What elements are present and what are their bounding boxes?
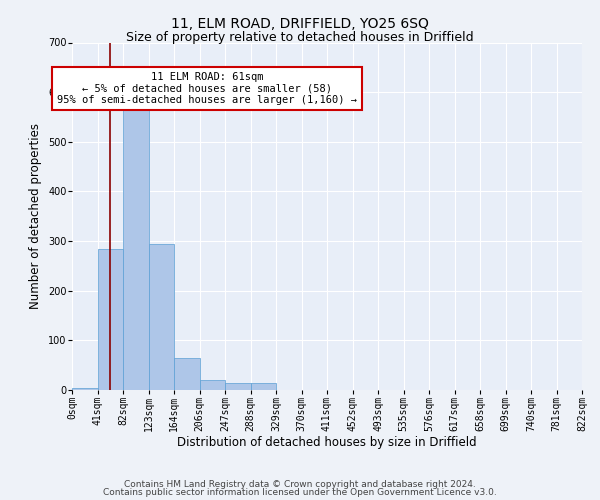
Bar bbox=[174, 358, 199, 390]
Text: Contains HM Land Registry data © Crown copyright and database right 2024.: Contains HM Land Registry data © Crown c… bbox=[124, 480, 476, 489]
Bar bbox=[225, 382, 251, 390]
X-axis label: Distribution of detached houses by size in Driffield: Distribution of detached houses by size … bbox=[177, 436, 477, 450]
Bar bbox=[72, 388, 97, 390]
Text: 11, ELM ROAD, DRIFFIELD, YO25 6SQ: 11, ELM ROAD, DRIFFIELD, YO25 6SQ bbox=[171, 18, 429, 32]
Y-axis label: Number of detached properties: Number of detached properties bbox=[29, 123, 43, 309]
Bar bbox=[199, 380, 225, 390]
Bar bbox=[97, 248, 123, 390]
Bar bbox=[123, 110, 149, 390]
Text: Contains public sector information licensed under the Open Government Licence v3: Contains public sector information licen… bbox=[103, 488, 497, 497]
Bar bbox=[251, 382, 276, 390]
Bar bbox=[149, 244, 174, 390]
Text: Size of property relative to detached houses in Driffield: Size of property relative to detached ho… bbox=[126, 31, 474, 44]
Text: 11 ELM ROAD: 61sqm
← 5% of detached houses are smaller (58)
95% of semi-detached: 11 ELM ROAD: 61sqm ← 5% of detached hous… bbox=[57, 72, 357, 105]
